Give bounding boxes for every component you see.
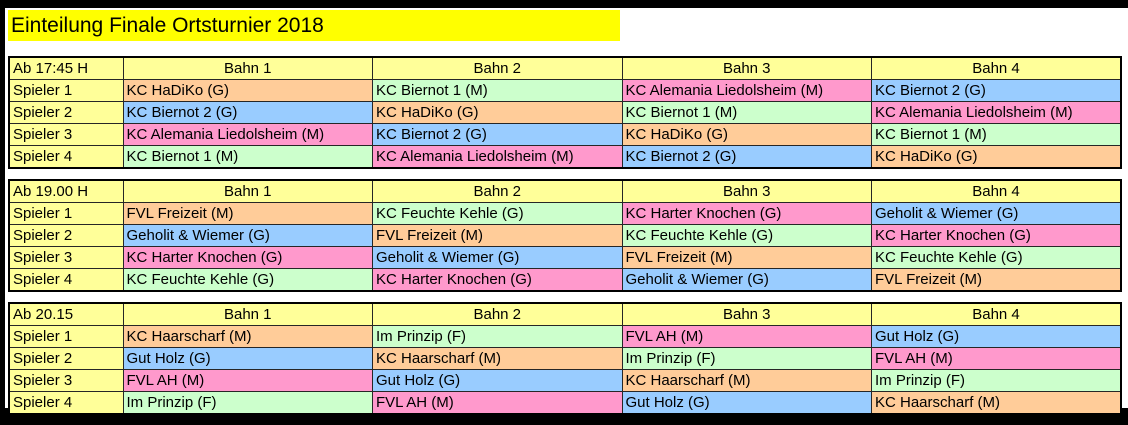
team-cell: KC HaDiKo (G) [871,145,1122,169]
player-label-cell: Spieler 3 [8,123,124,146]
team-cell: KC HaDiKo (G) [372,101,623,124]
team-cell: KC Harter Knochen (G) [871,224,1122,247]
table-header-row: Ab 20.15 Bahn 1 Bahn 2 Bahn 3 Bahn 4 [8,302,1122,326]
team-cell: Im Prinzip (F) [372,325,623,348]
table-row: Spieler 1 KC HaDiKo (G) KC Biernot 1 (M) KC… [8,79,1122,102]
bahn-header-cell: Bahn 3 [621,179,872,203]
schedule-table: Ab 19.00 H Bahn 1 Bahn 2 Bahn 3 Bahn 4 Spiele… [8,179,1122,292]
bahn-header-cell: Bahn 2 [372,302,623,326]
table-row: Spieler 4 KC Feuchte Kehle (G) KC Harter K… [8,268,1122,292]
team-cell: KC Biernot 2 (G) [372,123,623,146]
document-page: Einteilung Finale Ortsturnier 2018 Ab 17… [5,8,1128,415]
table-row: Spieler 4 KC Biernot 1 (M) KC Alemania Lie… [8,145,1122,169]
player-label-cell: Spieler 3 [8,246,124,269]
team-cell: KC Haarscharf (M) [372,347,623,370]
table-row: Spieler 3 FVL AH (M) Gut Holz (G) KC Haarsc… [8,369,1122,392]
team-cell: KC Biernot 2 (G) [871,79,1122,102]
table-header-row: Ab 19.00 H Bahn 1 Bahn 2 Bahn 3 Bahn 4 [8,179,1122,203]
bahn-header-cell: Bahn 3 [621,302,872,326]
team-cell: Geholit & Wiemer (G) [621,268,872,292]
player-label-cell: Spieler 3 [8,369,124,392]
team-cell: KC Haarscharf (M) [122,325,373,348]
team-cell: KC Biernot 1 (M) [871,123,1122,146]
title-highlight-bar: Einteilung Finale Ortsturnier 2018 [8,10,620,41]
player-label-cell: Spieler 4 [8,145,124,169]
team-cell: KC Alemania Liedolsheim (M) [871,101,1122,124]
team-cell: FVL AH (M) [621,325,872,348]
team-cell: KC Harter Knochen (G) [122,246,373,269]
table-row: Spieler 3 KC Harter Knochen (G) Geholit & … [8,246,1122,269]
table-row: Spieler 2 KC Biernot 2 (G) KC HaDiKo (G) KC… [8,101,1122,124]
team-cell: KC Biernot 1 (M) [372,79,623,102]
team-cell: KC Alemania Liedolsheim (M) [621,79,872,102]
team-cell: KC Feuchte Kehle (G) [871,246,1122,269]
team-cell: KC Biernot 1 (M) [122,145,373,169]
team-cell: Im Prinzip (F) [871,369,1122,392]
team-cell: KC Feuchte Kehle (G) [122,268,373,292]
team-cell: Geholit & Wiemer (G) [871,202,1122,225]
team-cell: FVL Freizeit (M) [122,202,373,225]
team-cell: Im Prinzip (F) [621,347,872,370]
team-cell: Geholit & Wiemer (G) [122,224,373,247]
team-cell: FVL AH (M) [122,369,373,392]
time-header-cell: Ab 20.15 [8,302,124,326]
team-cell: KC Harter Knochen (G) [621,202,872,225]
table-row: Spieler 3 KC Alemania Liedolsheim (M) KC B… [8,123,1122,146]
team-cell: FVL Freizeit (M) [372,224,623,247]
player-label-cell: Spieler 2 [8,347,124,370]
team-cell: Im Prinzip (F) [122,391,373,415]
player-label-cell: Spieler 4 [8,391,124,415]
team-cell: KC Feuchte Kehle (G) [621,224,872,247]
team-cell: FVL AH (M) [372,391,623,415]
bahn-header-cell: Bahn 1 [122,302,373,326]
player-label-cell: Spieler 1 [8,202,124,225]
player-label-cell: Spieler 4 [8,268,124,292]
table-header-row: Ab 17:45 H Bahn 1 Bahn 2 Bahn 3 Bahn 4 [8,56,1122,80]
player-label-cell: Spieler 1 [8,325,124,348]
team-cell: KC Biernot 1 (M) [621,101,872,124]
time-header-cell: Ab 17:45 H [8,56,124,80]
table-row: Spieler 1 KC Haarscharf (M) Im Prinzip (F)… [8,325,1122,348]
team-cell: KC Haarscharf (M) [621,369,872,392]
table-row: Spieler 4 Im Prinzip (F) FVL AH (M) Gut Hol… [8,391,1122,415]
bahn-header-cell: Bahn 1 [122,179,373,203]
team-cell: KC Feuchte Kehle (G) [372,202,623,225]
schedule-table: Ab 20.15 Bahn 1 Bahn 2 Bahn 3 Bahn 4 Spieler … [8,302,1122,415]
bahn-header-cell: Bahn 1 [122,56,373,80]
team-cell: Gut Holz (G) [122,347,373,370]
player-label-cell: Spieler 2 [8,101,124,124]
time-header-cell: Ab 19.00 H [8,179,124,203]
team-cell: Geholit & Wiemer (G) [372,246,623,269]
table-row: Spieler 2 Geholit & Wiemer (G) FVL Freizei… [8,224,1122,247]
team-cell: FVL Freizeit (M) [871,268,1122,292]
bahn-header-cell: Bahn 2 [372,179,623,203]
team-cell: Gut Holz (G) [621,391,872,415]
team-cell: Gut Holz (G) [372,369,623,392]
schedule-tables-container: Ab 17:45 H Bahn 1 Bahn 2 Bahn 3 Bahn 4 Spiele… [8,56,1122,425]
team-cell: KC HaDiKo (G) [122,79,373,102]
bahn-header-cell: Bahn 2 [372,56,623,80]
team-cell: KC HaDiKo (G) [621,123,872,146]
team-cell: Gut Holz (G) [871,325,1122,348]
team-cell: FVL AH (M) [871,347,1122,370]
bahn-header-cell: Bahn 4 [871,56,1122,80]
table-row: Spieler 2 Gut Holz (G) KC Haarscharf (M) Im… [8,347,1122,370]
team-cell: KC Alemania Liedolsheim (M) [372,145,623,169]
page-title: Einteilung Finale Ortsturnier 2018 [11,14,324,37]
bahn-header-cell: Bahn 3 [621,56,872,80]
team-cell: KC Biernot 2 (G) [621,145,872,169]
team-cell: FVL Freizeit (M) [621,246,872,269]
player-label-cell: Spieler 1 [8,79,124,102]
schedule-table: Ab 17:45 H Bahn 1 Bahn 2 Bahn 3 Bahn 4 Spiele… [8,56,1122,169]
player-label-cell: Spieler 2 [8,224,124,247]
bahn-header-cell: Bahn 4 [871,179,1122,203]
table-row: Spieler 1 FVL Freizeit (M) KC Feuchte Kehl… [8,202,1122,225]
bahn-header-cell: Bahn 4 [871,302,1122,326]
team-cell: KC Harter Knochen (G) [372,268,623,292]
team-cell: KC Haarscharf (M) [871,391,1122,415]
team-cell: KC Biernot 2 (G) [122,101,373,124]
team-cell: KC Alemania Liedolsheim (M) [122,123,373,146]
